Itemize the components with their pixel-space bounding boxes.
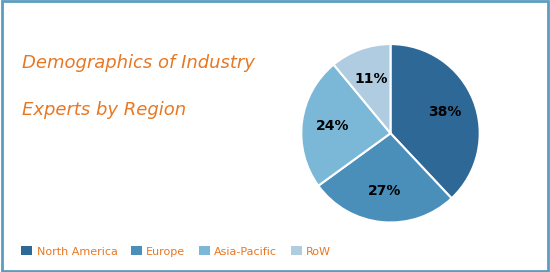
Text: 24%: 24%: [316, 119, 350, 133]
Wedge shape: [301, 64, 390, 186]
Text: Demographics of Industry: Demographics of Industry: [22, 54, 255, 72]
Legend: North America, Europe, Asia-Pacific, RoW: North America, Europe, Asia-Pacific, RoW: [16, 242, 336, 261]
Wedge shape: [318, 133, 452, 222]
Text: Experts by Region: Experts by Region: [22, 101, 186, 119]
Text: 38%: 38%: [428, 105, 461, 119]
Wedge shape: [334, 44, 390, 133]
Text: 27%: 27%: [368, 184, 402, 198]
Wedge shape: [390, 44, 480, 198]
Text: 11%: 11%: [354, 72, 388, 86]
